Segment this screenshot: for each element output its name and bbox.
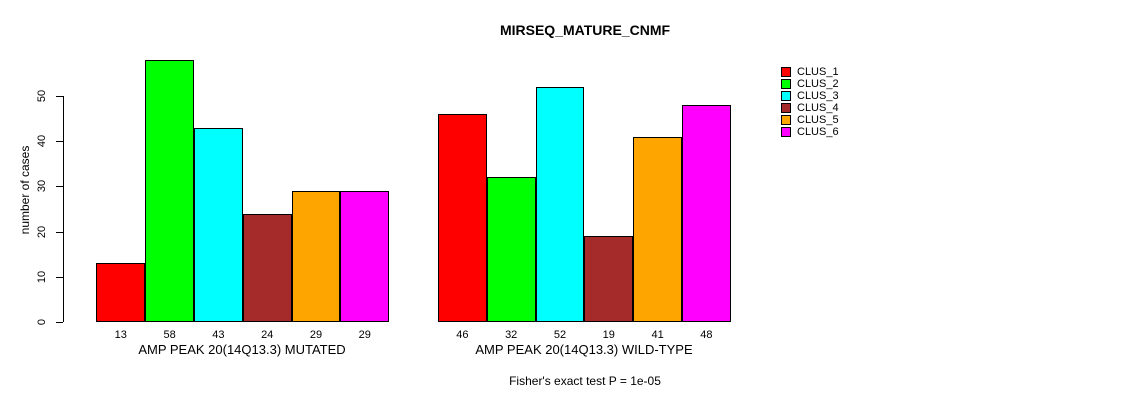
- legend-label: CLUS_1: [797, 66, 839, 78]
- bar-clus_1: [96, 263, 146, 322]
- legend-item-clus_2: CLUS_2: [781, 78, 839, 90]
- bar-value-label: 46: [456, 329, 469, 341]
- bar-value-label: 32: [505, 329, 518, 341]
- legend-label: CLUS_6: [797, 126, 839, 138]
- legend-item-clus_5: CLUS_5: [781, 114, 839, 126]
- legend-swatch: [781, 91, 791, 101]
- legend-label: CLUS_5: [797, 114, 839, 126]
- legend-item-clus_6: CLUS_6: [781, 126, 839, 138]
- bar-clus_3: [535, 86, 585, 322]
- y-tick-mark: [56, 186, 63, 188]
- bar-value-label: 13: [114, 329, 127, 341]
- y-tick-mark: [56, 276, 63, 278]
- bar-clus_5: [291, 190, 341, 322]
- legend-swatch: [781, 79, 791, 89]
- bar-value-label: 19: [602, 329, 615, 341]
- bar-clus_3: [194, 127, 243, 322]
- bar-clus_2: [486, 177, 536, 322]
- bar-clus_4: [242, 213, 292, 322]
- bar-value-label: 52: [553, 329, 567, 341]
- y-tick-label: 20: [36, 225, 48, 238]
- legend-item-clus_3: CLUS_3: [781, 90, 839, 102]
- y-tick-label: 10: [36, 270, 48, 283]
- bar-clus_6: [682, 105, 731, 322]
- bar-value-label: 58: [163, 329, 176, 341]
- y-tick-label: 30: [36, 180, 48, 193]
- bar-clus_2: [145, 59, 194, 322]
- chart-title: MIRSEQ_MATURE_CNMF: [499, 22, 671, 38]
- y-tick-mark: [56, 231, 63, 233]
- group-label-wildtype: AMP PEAK 20(14Q13.3) WILD-TYPE: [475, 342, 693, 357]
- y-tick-label: 40: [36, 135, 48, 148]
- bar-value-label: 48: [700, 329, 713, 341]
- legend-swatch: [781, 103, 791, 113]
- bar-value-label: 43: [212, 329, 225, 341]
- y-axis-label: number of cases: [18, 145, 32, 235]
- bar-value-label: 41: [651, 329, 664, 341]
- bar-clus_5: [633, 136, 682, 322]
- group-label-mutated: AMP PEAK 20(14Q13.3) MUTATED: [138, 342, 346, 357]
- y-tick-mark: [56, 322, 63, 323]
- legend-item-clus_1: CLUS_1: [781, 66, 839, 78]
- legend-swatch: [781, 115, 791, 125]
- bar-clus_4: [584, 236, 634, 322]
- bar-value-label: 29: [309, 329, 323, 341]
- y-tick-mark: [56, 141, 63, 143]
- legend-swatch: [781, 67, 791, 77]
- legend-label: CLUS_4: [797, 102, 839, 114]
- bar-clus_6: [340, 190, 390, 322]
- bar-value-label: 29: [358, 329, 371, 341]
- y-tick-label: 0: [36, 318, 48, 326]
- legend: CLUS_1 CLUS_2 CLUS_3 CLUS_4 CLUS_5 CLUS_6: [781, 66, 839, 138]
- fisher-test-annotation: Fisher's exact test P = 1e-05: [509, 374, 661, 388]
- y-tick-label: 50: [36, 89, 48, 103]
- legend-item-clus_4: CLUS_4: [781, 102, 839, 114]
- y-axis-line: [63, 96, 64, 322]
- legend-swatch: [781, 127, 791, 137]
- y-tick-mark: [56, 96, 63, 97]
- legend-label: CLUS_2: [797, 78, 839, 90]
- bar-clus_1: [438, 114, 487, 322]
- legend-label: CLUS_3: [797, 90, 839, 102]
- bar-value-label: 24: [261, 329, 274, 341]
